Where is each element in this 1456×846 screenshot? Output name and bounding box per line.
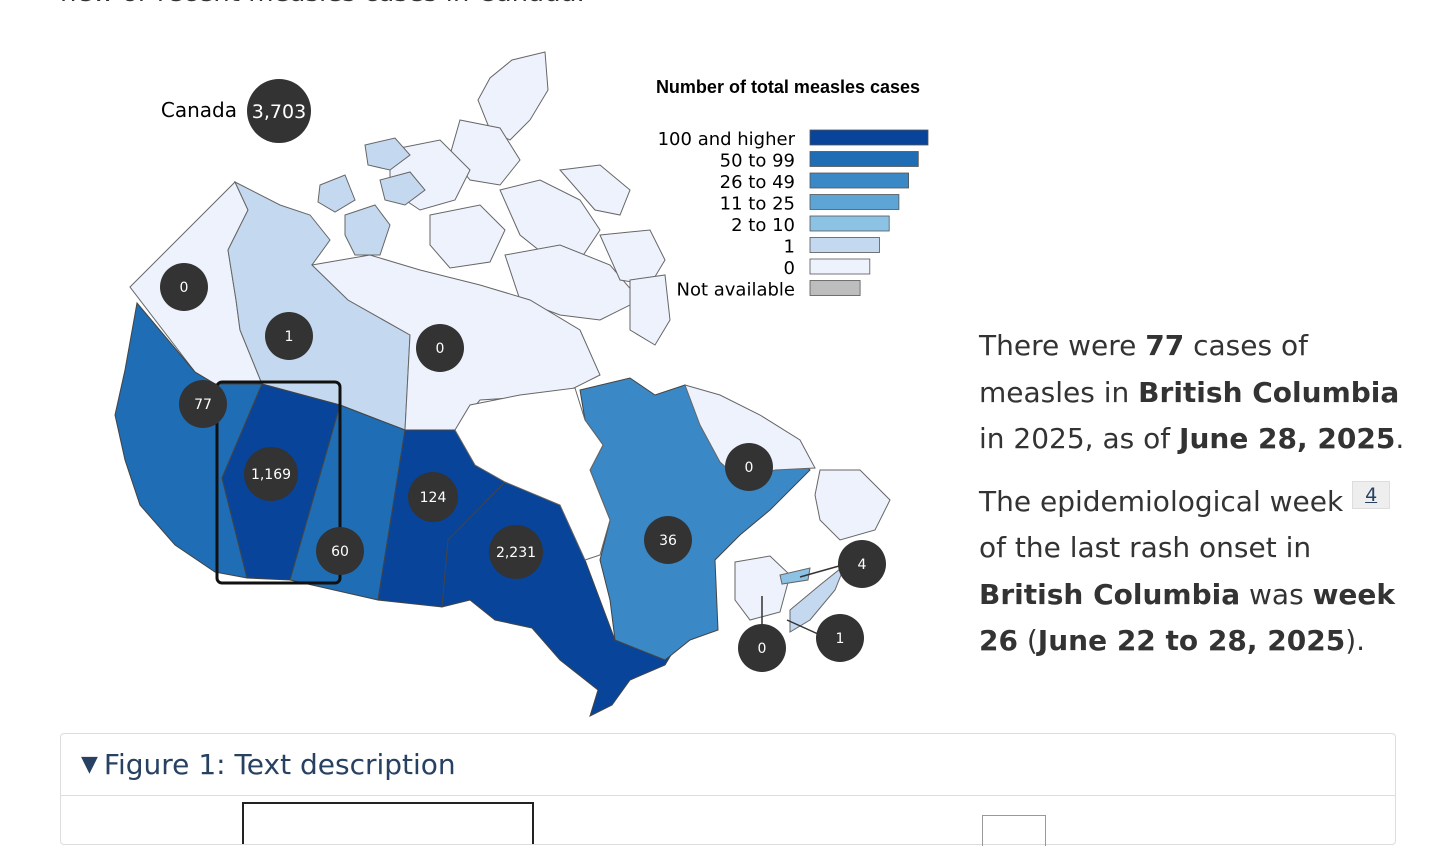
bubble-ab[interactable] xyxy=(244,447,298,501)
region-quebec[interactable] xyxy=(579,377,811,661)
summary-panel: There were 77 cases of measles in Britis… xyxy=(979,323,1419,681)
bubble-sk[interactable] xyxy=(316,527,364,575)
legend-item-label: Not available xyxy=(676,280,795,301)
summary-text: in 2025, as of xyxy=(979,422,1180,455)
hudson-bay xyxy=(454,387,611,561)
bubble-nl[interactable] xyxy=(725,443,773,491)
national-value: 3,703 xyxy=(252,101,306,123)
bubble-on[interactable] xyxy=(489,525,543,579)
triangle-down-icon: ▼ xyxy=(81,752,98,777)
summary-text: ( xyxy=(1017,624,1038,657)
region-newfoundland-labrador[interactable] xyxy=(684,384,816,481)
legend-item-label: 26 to 49 xyxy=(720,172,795,193)
region-new-brunswick[interactable] xyxy=(734,555,791,621)
legend-item-label: 50 to 99 xyxy=(720,151,795,172)
region-bubbles: 0 1 0 77 1,169 60 124 2,231 36 0 4 1 0 xyxy=(160,263,886,672)
summary-week-range: June 22 to 28, 2025 xyxy=(1037,624,1346,657)
region-pei[interactable] xyxy=(779,567,811,585)
summary-week-paragraph: The epidemiological week 4 of the last r… xyxy=(979,479,1419,665)
summary-as-of-date: June 28, 2025 xyxy=(1179,422,1396,455)
bubble-nu[interactable] xyxy=(416,324,464,372)
bubble-nb[interactable] xyxy=(816,614,864,662)
bubble-value-sk: 60 xyxy=(331,544,349,560)
figure-text-description-title: Figure 1: Text description xyxy=(103,748,456,781)
region-newfoundland-island[interactable] xyxy=(814,469,891,541)
summary-text: There were xyxy=(979,329,1146,362)
bubble-value-qc: 36 xyxy=(659,533,677,549)
bubble-value-mb: 124 xyxy=(420,490,447,506)
bubble-mb[interactable] xyxy=(408,472,458,522)
alberta-highlight-box xyxy=(215,380,342,585)
legend-item-swatch xyxy=(809,237,880,253)
summary-text: The epidemiological week xyxy=(979,484,1353,518)
national-bubble xyxy=(247,79,311,143)
summary-text: cases of measles in xyxy=(979,329,1308,409)
legend-item-swatch xyxy=(809,280,861,296)
bubble-ns[interactable] xyxy=(838,540,886,588)
bubble-value-nb: 1 xyxy=(836,631,845,647)
bubble-value-bc: 77 xyxy=(194,397,212,413)
bubble-value-pe: 0 xyxy=(758,641,767,657)
bubble-value-ns: 4 xyxy=(858,557,867,573)
summary-province-2: British Columbia xyxy=(979,577,1241,611)
bubble-yt[interactable] xyxy=(160,263,208,311)
summary-text: . xyxy=(1395,422,1405,455)
table-header-cell xyxy=(242,802,534,844)
summary-text: of the last rash onset in xyxy=(979,531,1312,564)
summary-case-count: 77 xyxy=(1145,329,1185,362)
legend-item-label: 1 xyxy=(784,237,795,258)
legend-item-swatch xyxy=(809,172,909,189)
legend-item-swatch xyxy=(809,129,929,146)
legend-title: Number of total measles cases xyxy=(656,77,920,97)
region-nova-scotia[interactable] xyxy=(789,563,847,633)
legend: Number of total measles cases 100 and hi… xyxy=(656,77,929,301)
figure-text-description-panel: ▼ Figure 1: Text description xyxy=(60,733,1396,846)
summary-text: ). xyxy=(1345,624,1366,657)
summary-province: British Columbia xyxy=(1138,375,1400,409)
bubble-value-yt: 0 xyxy=(180,280,189,296)
bubble-bc[interactable] xyxy=(179,380,227,428)
legend-item-swatch xyxy=(809,194,900,210)
footnote-link[interactable]: 4 xyxy=(1352,480,1391,509)
legend-item-label: 2 to 10 xyxy=(731,215,795,236)
national-label: Canada xyxy=(161,98,237,122)
national-total: Canada 3,703 xyxy=(161,79,311,143)
bubble-value-nl: 0 xyxy=(745,460,754,476)
summary-cases-paragraph: There were 77 cases of measles in Britis… xyxy=(979,323,1419,463)
arctic-islands xyxy=(317,51,671,346)
bubble-value-nu: 0 xyxy=(436,341,445,357)
bubble-value-ab: 1,169 xyxy=(251,467,291,483)
legend-item-label: 11 to 25 xyxy=(720,194,795,215)
canada-measles-map: Number of total measles cases 100 and hi… xyxy=(114,51,929,717)
callout-lines xyxy=(761,565,840,635)
bubble-pe[interactable] xyxy=(738,624,786,672)
legend-item-swatch xyxy=(809,258,871,275)
bubble-nt[interactable] xyxy=(265,312,313,360)
bubble-value-on: 2,231 xyxy=(496,545,536,561)
figure-text-description-toggle[interactable]: ▼ Figure 1: Text description xyxy=(61,734,1395,796)
intro-text: new or recent measles cases in Canada. xyxy=(60,0,585,8)
legend-item-swatch xyxy=(809,215,890,232)
bubble-value-nt: 1 xyxy=(285,329,294,345)
legend-item-label: 100 and higher xyxy=(658,129,796,150)
table-control xyxy=(982,815,1046,846)
legend-item-label: 0 xyxy=(784,258,795,279)
legend-item-swatch xyxy=(809,151,919,167)
bubble-qc[interactable] xyxy=(644,516,692,564)
summary-week: week 26 xyxy=(979,577,1396,658)
summary-text: was xyxy=(1240,577,1313,611)
